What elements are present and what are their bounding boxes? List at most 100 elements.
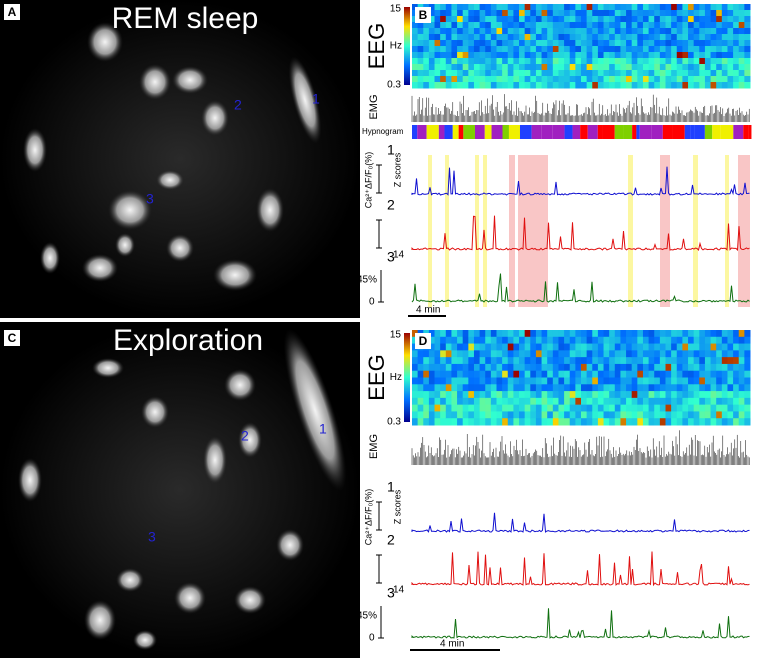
spectrogram-cell <box>721 377 728 385</box>
spectrogram-cell <box>693 76 700 83</box>
spectrogram-cell <box>693 357 700 365</box>
spectrogram-cell <box>727 10 734 17</box>
spectrogram-cell <box>513 58 520 65</box>
spectrogram-cell <box>704 52 712 59</box>
spectrogram-cell <box>412 377 419 385</box>
spectrogram-cell <box>626 4 633 11</box>
spectrogram-cell <box>524 34 531 41</box>
spectrogram-cell <box>417 384 424 392</box>
spectrogram-cell <box>676 330 683 338</box>
spectrogram-cell <box>462 52 469 59</box>
spectrogram-cell <box>473 336 481 345</box>
spectrogram-cell <box>592 357 599 365</box>
spectrogram-cell <box>513 52 520 59</box>
spectrogram-cell <box>738 336 745 345</box>
spectrogram-cell <box>676 16 683 23</box>
spectrogram-cell <box>462 34 469 41</box>
spectrogram-cell <box>727 34 734 41</box>
spectrogram-cell <box>451 343 458 351</box>
spectrogram-cell <box>688 370 695 378</box>
spectrogram-cell <box>530 370 537 378</box>
spectrogram-cell <box>535 52 543 59</box>
spectrogram-cell <box>733 330 740 338</box>
spectrogram-cell <box>688 58 695 65</box>
spectrogram-cell <box>547 16 554 23</box>
spectrogram-cell <box>530 350 537 358</box>
spectrogram-cell <box>603 40 610 47</box>
spectrogram-cell <box>417 377 424 385</box>
spectrogram-cell <box>716 58 723 65</box>
spectrogram-cell <box>676 357 683 365</box>
spectrogram-cell <box>412 58 419 65</box>
hypnogram-segment <box>712 125 721 139</box>
spectrogram-cell <box>716 76 723 83</box>
spectrogram-cell <box>597 34 605 41</box>
spectrogram-cell <box>507 4 514 11</box>
spectrogram-cell <box>642 16 650 23</box>
spectrogram-cell <box>457 76 464 83</box>
spectrogram-cell <box>637 357 644 365</box>
spectrogram-cell <box>524 58 531 65</box>
hypnogram-segment <box>662 125 673 139</box>
spectrogram-cell <box>496 22 503 29</box>
spectrogram-cell <box>417 76 424 83</box>
spectrogram-cell <box>519 46 526 53</box>
spectrogram-cell <box>693 363 700 372</box>
spectrogram-cell <box>468 363 475 372</box>
scale-bar <box>376 501 384 639</box>
spectrogram-cell <box>721 330 728 338</box>
spectrogram-cell <box>581 404 588 412</box>
spectrogram-cell <box>620 10 627 17</box>
spectrogram-cell <box>699 70 706 77</box>
hypnogram-segment <box>684 125 691 139</box>
spectrogram-cell <box>693 46 700 53</box>
spectrogram-cell <box>524 391 531 399</box>
spectrogram-cell <box>468 58 475 65</box>
spectrogram-cell <box>468 397 475 406</box>
spectrogram-cell <box>716 350 723 358</box>
spectrogram-cell <box>738 350 745 358</box>
emg-trace <box>411 94 750 122</box>
spectrogram-cell <box>558 330 565 338</box>
spectrogram-cell <box>614 384 621 392</box>
spectrogram-cell <box>575 357 582 365</box>
spectrogram-cell <box>659 46 666 53</box>
spectrogram-cell <box>468 10 475 17</box>
spectrogram-cell <box>581 70 588 77</box>
spectrogram-cell <box>575 82 582 89</box>
spectrogram-cell <box>676 411 683 419</box>
spectrogram-cell <box>659 76 666 83</box>
spectrogram-cell <box>423 22 430 29</box>
spectrogram-cell <box>614 64 621 71</box>
spectrogram-cell <box>733 350 740 358</box>
spectrogram-cell <box>564 357 571 365</box>
spectrogram-cell <box>558 377 565 385</box>
spectrogram-cell <box>710 411 717 419</box>
spectrogram-cell <box>665 330 672 338</box>
spectrogram-cell <box>451 363 458 372</box>
spectrogram-cell <box>671 46 678 53</box>
spectrogram-cell <box>428 40 436 47</box>
spectrogram-cell <box>451 76 458 83</box>
spectrogram-cell <box>479 70 486 77</box>
spectrogram-cell <box>428 70 436 77</box>
spectrogram-cell <box>654 76 661 83</box>
spectrogram-cell <box>682 22 689 29</box>
spectrogram-cell <box>473 58 481 65</box>
spectrogram-cell <box>609 46 616 53</box>
spectrogram-cell <box>581 397 588 406</box>
spectrogram-cell <box>693 377 700 385</box>
spectrogram-cell <box>614 370 621 378</box>
spectrogram-cell <box>614 16 621 23</box>
spectrogram-cell <box>682 76 689 83</box>
spectrogram-cell <box>513 377 520 385</box>
spectrogram-cell <box>659 330 666 338</box>
spectrogram-cell <box>727 391 734 399</box>
spectrogram-cell <box>699 363 706 372</box>
spectrogram-cell <box>586 363 593 372</box>
spectrogram-cell <box>552 46 559 53</box>
spectrogram-cell <box>502 76 509 83</box>
spectrogram-cell <box>688 363 695 372</box>
spectrogram-cell <box>541 370 548 378</box>
spectrogram-cell <box>417 34 424 41</box>
